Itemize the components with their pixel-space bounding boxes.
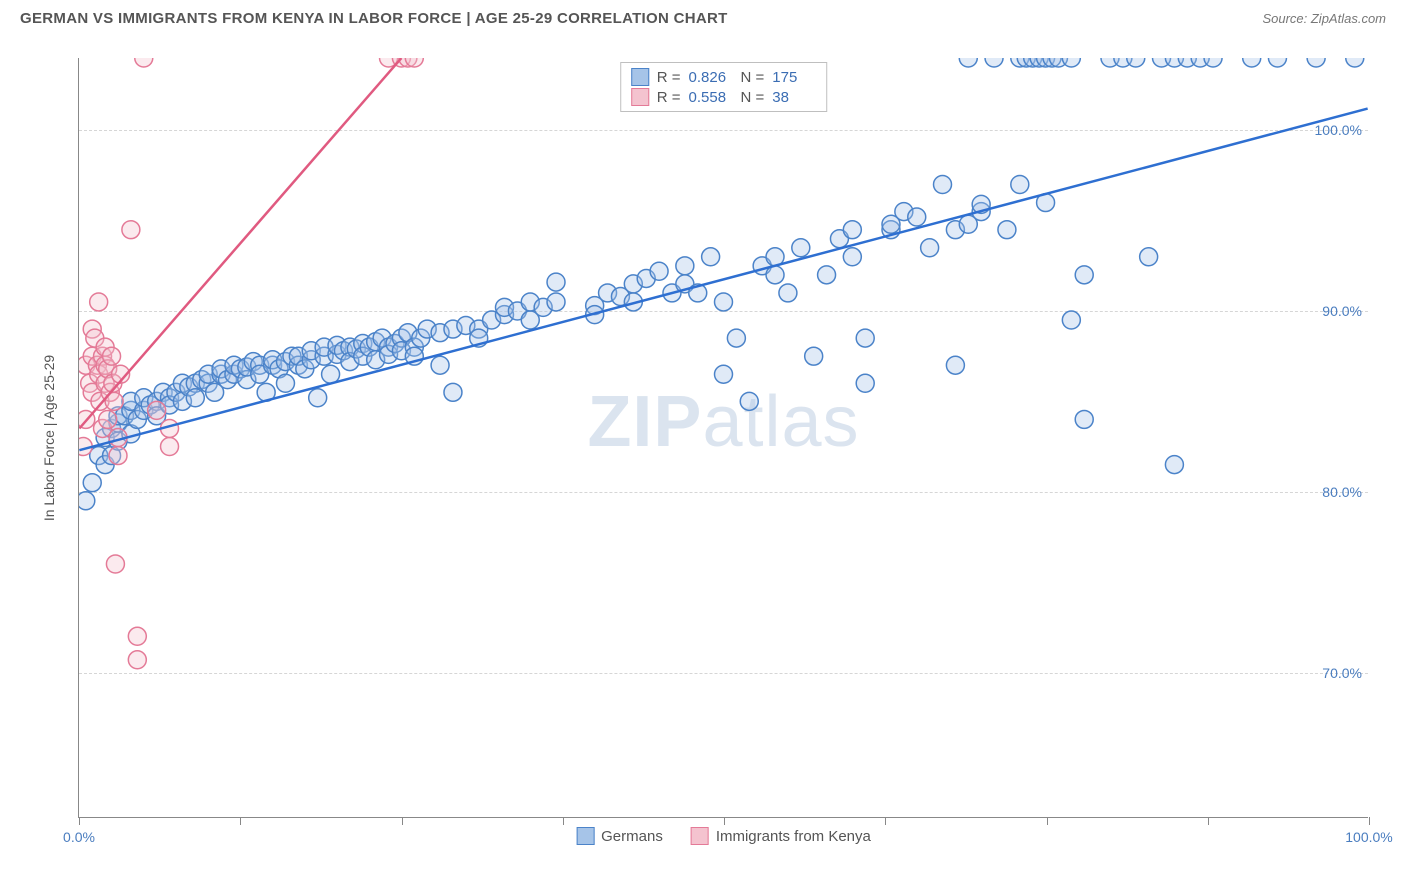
x-tick xyxy=(885,817,886,825)
x-tick-label: 0.0% xyxy=(63,829,95,845)
x-tick xyxy=(1369,817,1370,825)
x-tick xyxy=(1208,817,1209,825)
correlation-legend: R = 0.826 N = 175 R = 0.558 N = 38 xyxy=(620,62,828,112)
x-tick xyxy=(563,817,564,825)
legend-label-germans: Germans xyxy=(601,828,663,845)
legend-item-germans: Germans xyxy=(576,827,663,845)
legend-row-germans: R = 0.826 N = 175 xyxy=(631,67,817,87)
series-legend: Germans Immigrants from Kenya xyxy=(576,827,871,845)
n-value-germans: 175 xyxy=(772,69,816,86)
header: GERMAN VS IMMIGRANTS FROM KENYA IN LABOR… xyxy=(0,0,1406,33)
n-value-kenya: 38 xyxy=(772,89,816,106)
source-attribution: Source: ZipAtlas.com xyxy=(1262,11,1386,26)
x-tick xyxy=(1047,817,1048,825)
x-tick xyxy=(402,817,403,825)
regression-line xyxy=(79,109,1367,451)
r-value-kenya: 0.558 xyxy=(689,89,733,106)
chart-title: GERMAN VS IMMIGRANTS FROM KENYA IN LABOR… xyxy=(20,10,728,27)
plot-area: ZIPatlas R = 0.826 N = 175 R = 0.558 N =… xyxy=(78,58,1368,818)
chart-container: ZIPatlas R = 0.826 N = 175 R = 0.558 N =… xyxy=(20,40,1386,860)
x-tick xyxy=(724,817,725,825)
x-tick-label: 100.0% xyxy=(1345,829,1392,845)
y-axis-title: In Labor Force | Age 25-29 xyxy=(41,354,57,520)
regression-lines-layer xyxy=(79,58,1368,817)
r-value-germans: 0.826 xyxy=(689,69,733,86)
x-tick xyxy=(240,817,241,825)
legend-row-kenya: R = 0.558 N = 38 xyxy=(631,87,817,107)
x-tick xyxy=(79,817,80,825)
legend-item-kenya: Immigrants from Kenya xyxy=(691,827,871,845)
swatch-germans-bottom xyxy=(576,827,594,845)
legend-label-kenya: Immigrants from Kenya xyxy=(716,828,871,845)
regression-line xyxy=(79,58,401,428)
swatch-germans xyxy=(631,68,649,86)
swatch-kenya xyxy=(631,88,649,106)
swatch-kenya-bottom xyxy=(691,827,709,845)
